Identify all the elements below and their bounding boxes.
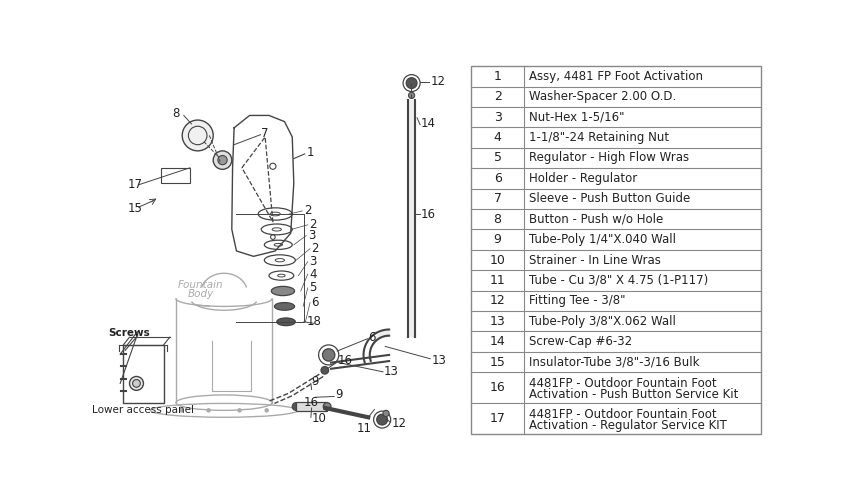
Ellipse shape: [271, 286, 295, 296]
Text: Nut-Hex 1-5/16": Nut-Hex 1-5/16": [530, 110, 625, 124]
Text: Activation - Push Button Service Kit: Activation - Push Button Service Kit: [530, 388, 739, 401]
Text: 6: 6: [494, 172, 502, 185]
Ellipse shape: [323, 402, 331, 410]
Text: 5: 5: [309, 282, 317, 294]
Text: Activation - Regulator Service KIT: Activation - Regulator Service KIT: [530, 418, 728, 432]
Text: 8: 8: [494, 212, 502, 226]
Text: Screw-Cap #6-32: Screw-Cap #6-32: [530, 335, 632, 348]
Circle shape: [382, 410, 389, 416]
Circle shape: [180, 409, 183, 412]
Text: 6: 6: [368, 330, 376, 344]
Bar: [471, 66, 761, 434]
Text: Tube-Poly 3/8"X.062 Wall: Tube-Poly 3/8"X.062 Wall: [530, 314, 677, 328]
Text: Tube-Poly 1/4"X.040 Wall: Tube-Poly 1/4"X.040 Wall: [530, 233, 677, 246]
Circle shape: [321, 366, 329, 374]
Text: 18: 18: [306, 316, 321, 328]
Text: 9: 9: [312, 376, 319, 388]
Text: 3: 3: [494, 110, 502, 124]
Text: 10: 10: [312, 412, 326, 424]
Text: 1: 1: [306, 146, 314, 159]
Ellipse shape: [275, 302, 295, 310]
Text: 12: 12: [430, 75, 445, 88]
Circle shape: [269, 163, 276, 170]
Circle shape: [409, 92, 415, 98]
Text: 2: 2: [304, 204, 311, 218]
Text: 9: 9: [494, 233, 502, 246]
Bar: [296, 402, 327, 411]
Text: 4481FP - Outdoor Fountain Foot: 4481FP - Outdoor Fountain Foot: [530, 408, 717, 420]
Bar: [161, 168, 190, 183]
Text: 16: 16: [421, 208, 436, 220]
Bar: [123, 345, 163, 403]
Text: 2: 2: [312, 242, 319, 255]
Text: 15: 15: [490, 356, 506, 368]
Text: 7: 7: [261, 126, 269, 140]
Text: Assy, 4481 FP Foot Activation: Assy, 4481 FP Foot Activation: [530, 70, 704, 83]
Circle shape: [129, 376, 144, 390]
Text: 5: 5: [494, 152, 502, 164]
Text: 13: 13: [383, 366, 399, 378]
Text: 6: 6: [312, 296, 319, 309]
Text: Body: Body: [188, 289, 214, 299]
Text: Lower access panel: Lower access panel: [93, 406, 195, 415]
Text: Tube - Cu 3/8" X 4.75 (1-P117): Tube - Cu 3/8" X 4.75 (1-P117): [530, 274, 709, 287]
Text: Screws: Screws: [109, 328, 150, 338]
Text: Fitting Tee - 3/8": Fitting Tee - 3/8": [530, 294, 626, 308]
Text: 9: 9: [335, 388, 343, 402]
Circle shape: [406, 78, 417, 88]
Text: 14: 14: [490, 335, 506, 348]
Circle shape: [377, 414, 388, 425]
Text: 10: 10: [490, 254, 506, 266]
Circle shape: [213, 151, 232, 170]
Text: 4: 4: [309, 268, 317, 280]
Text: 1: 1: [494, 70, 502, 83]
Ellipse shape: [277, 318, 295, 326]
Text: 4: 4: [494, 131, 502, 144]
Text: 12: 12: [392, 417, 406, 430]
Text: Button - Push w/o Hole: Button - Push w/o Hole: [530, 212, 664, 226]
Text: 14: 14: [421, 116, 436, 130]
Text: Regulator - High Flow Wras: Regulator - High Flow Wras: [530, 152, 689, 164]
Text: Insulator-Tube 3/8"-3/16 Bulk: Insulator-Tube 3/8"-3/16 Bulk: [530, 356, 700, 368]
Circle shape: [133, 380, 140, 387]
Ellipse shape: [292, 402, 300, 410]
Text: Holder - Regulator: Holder - Regulator: [530, 172, 638, 185]
Text: 11: 11: [356, 422, 371, 436]
Text: 1-1/8"-24 Retaining Nut: 1-1/8"-24 Retaining Nut: [530, 131, 670, 144]
Circle shape: [322, 349, 335, 361]
Text: 2: 2: [494, 90, 502, 104]
Text: 17: 17: [490, 412, 506, 425]
Text: 16: 16: [304, 396, 319, 409]
Text: 12: 12: [490, 294, 506, 308]
Text: 16: 16: [337, 354, 352, 367]
Text: 8: 8: [173, 108, 179, 120]
Text: 4481FP - Outdoor Fountain Foot: 4481FP - Outdoor Fountain Foot: [530, 377, 717, 390]
Text: 17: 17: [128, 178, 143, 191]
Text: 3: 3: [308, 229, 315, 242]
Text: 13: 13: [490, 314, 506, 328]
Circle shape: [182, 120, 213, 151]
Text: Sleeve - Push Button Guide: Sleeve - Push Button Guide: [530, 192, 691, 205]
Text: Fountain: Fountain: [178, 280, 224, 290]
Circle shape: [265, 409, 269, 412]
Circle shape: [218, 156, 227, 164]
Text: 2: 2: [309, 218, 317, 232]
Circle shape: [270, 235, 275, 240]
Text: 11: 11: [490, 274, 506, 287]
Circle shape: [238, 409, 241, 412]
Circle shape: [207, 409, 210, 412]
Text: Strainer - In Line Wras: Strainer - In Line Wras: [530, 254, 661, 266]
Text: Washer-Spacer 2.00 O.D.: Washer-Spacer 2.00 O.D.: [530, 90, 677, 104]
Text: 3: 3: [309, 255, 317, 268]
Text: 15: 15: [128, 202, 143, 215]
Text: 7: 7: [494, 192, 502, 205]
Text: 13: 13: [432, 354, 446, 367]
Text: 16: 16: [490, 381, 506, 394]
